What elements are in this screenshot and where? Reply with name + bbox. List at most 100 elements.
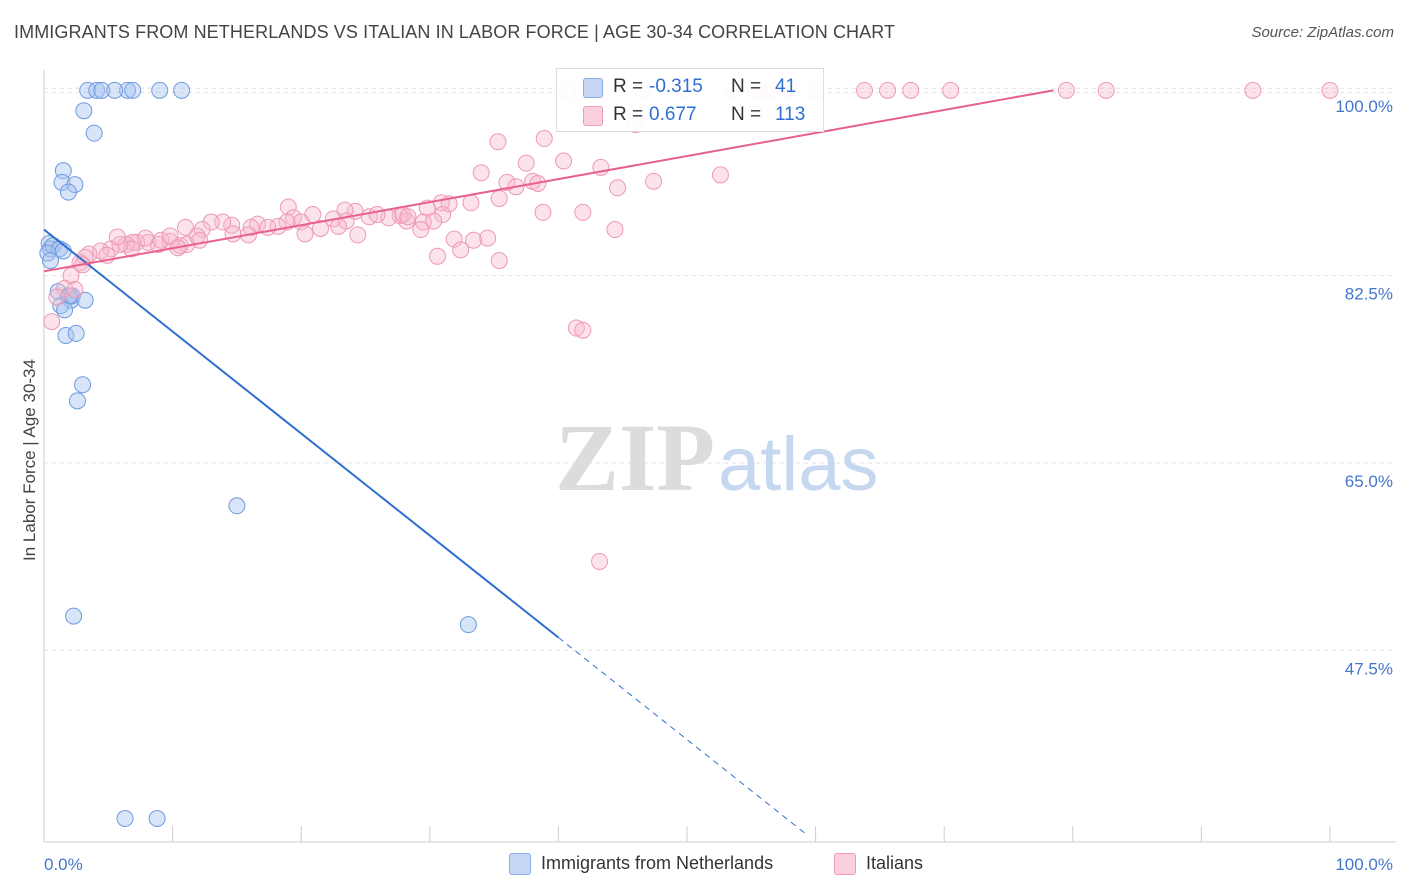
point-netherlands bbox=[75, 102, 93, 120]
point-netherlands bbox=[151, 81, 169, 99]
point-italians bbox=[645, 172, 663, 190]
legend-n-value: 113 bbox=[775, 104, 806, 125]
legend-swatch-netherlands bbox=[509, 853, 531, 875]
point-italians bbox=[498, 173, 516, 191]
point-italians bbox=[452, 241, 470, 259]
legend-label-netherlands: Immigrants from Netherlands bbox=[541, 853, 774, 873]
y-tick-label: 82.5% bbox=[1345, 285, 1393, 304]
y-tick-label: 65.0% bbox=[1345, 472, 1393, 491]
point-italians bbox=[1097, 81, 1115, 99]
point-netherlands bbox=[41, 252, 59, 270]
point-italians bbox=[108, 228, 126, 246]
legend-r-value: 0.677 bbox=[649, 104, 697, 125]
point-italians bbox=[176, 218, 194, 236]
x-tick-label: 0.0% bbox=[44, 855, 83, 874]
point-italians bbox=[412, 221, 430, 239]
legend-n-value: 41 bbox=[775, 76, 797, 97]
point-italians bbox=[445, 230, 463, 248]
watermark-zip: ZIP bbox=[555, 404, 715, 511]
point-italians bbox=[1244, 81, 1262, 99]
point-netherlands bbox=[93, 81, 111, 99]
watermark: ZIP atlas bbox=[555, 404, 879, 511]
point-italians bbox=[43, 313, 61, 331]
point-italians bbox=[567, 319, 585, 337]
point-italians bbox=[711, 166, 729, 184]
point-italians bbox=[368, 206, 386, 224]
point-netherlands bbox=[67, 324, 85, 342]
point-italians bbox=[465, 231, 483, 249]
point-netherlands bbox=[106, 81, 124, 99]
point-italians bbox=[1057, 81, 1075, 99]
point-italians bbox=[479, 229, 497, 247]
point-netherlands bbox=[124, 81, 142, 99]
point-netherlands bbox=[57, 327, 75, 345]
point-italians bbox=[48, 288, 66, 306]
x-tick-label: 100.0% bbox=[1335, 855, 1393, 874]
point-italians bbox=[425, 212, 443, 230]
y-tick-label: 47.5% bbox=[1345, 659, 1393, 678]
point-italians bbox=[279, 198, 297, 216]
point-italians bbox=[902, 81, 920, 99]
point-netherlands bbox=[74, 376, 92, 394]
watermark-atlas: atlas bbox=[718, 422, 879, 507]
point-netherlands bbox=[173, 81, 191, 99]
point-italians bbox=[879, 81, 897, 99]
axes bbox=[43, 70, 1396, 843]
point-italians bbox=[942, 81, 960, 99]
point-italians bbox=[535, 130, 553, 148]
point-netherlands bbox=[116, 809, 134, 827]
correlation-legend: R = -0.315 N = 41 R = 0.677 N = 113 bbox=[556, 68, 824, 132]
point-italians bbox=[574, 321, 592, 339]
point-italians bbox=[329, 217, 347, 235]
point-italians bbox=[214, 213, 232, 231]
point-netherlands bbox=[65, 607, 83, 625]
point-netherlands bbox=[79, 81, 97, 99]
point-italians bbox=[606, 221, 624, 239]
trend-line-netherlands bbox=[43, 228, 560, 639]
legend-r-label: R = bbox=[613, 76, 644, 97]
legend-swatch-italians bbox=[583, 106, 603, 126]
point-italians bbox=[296, 225, 314, 243]
point-netherlands bbox=[119, 81, 137, 99]
point-netherlands bbox=[59, 183, 77, 201]
point-netherlands bbox=[53, 173, 71, 191]
point-italians bbox=[534, 203, 552, 221]
chart-title: IMMIGRANTS FROM NETHERLANDS VS ITALIAN I… bbox=[14, 22, 896, 42]
point-netherlands bbox=[76, 291, 94, 309]
point-italians bbox=[490, 252, 508, 270]
point-italians bbox=[855, 81, 873, 99]
point-italians bbox=[311, 219, 329, 237]
point-netherlands bbox=[228, 497, 246, 515]
legend-swatch-netherlands bbox=[583, 78, 603, 98]
point-italians bbox=[434, 206, 452, 224]
legend-swatch-italians bbox=[834, 853, 856, 875]
point-italians bbox=[609, 179, 627, 197]
legend-n-label: N = bbox=[731, 104, 762, 125]
legend-label-italians: Italians bbox=[866, 853, 924, 873]
point-italians bbox=[223, 216, 241, 234]
point-italians bbox=[517, 154, 535, 172]
point-italians bbox=[591, 552, 609, 570]
trend-line-netherlands-extension bbox=[558, 637, 809, 836]
point-italians bbox=[152, 231, 170, 249]
tick-labels: 100.0% 82.5% 65.0% 47.5% 0.0% 100.0% bbox=[44, 97, 1393, 874]
point-italians bbox=[1321, 81, 1339, 99]
point-italians bbox=[124, 233, 142, 251]
point-netherlands bbox=[148, 809, 166, 827]
y-tick-label: 100.0% bbox=[1335, 97, 1393, 116]
legend-r-value: -0.315 bbox=[649, 76, 703, 97]
trend-line-italians bbox=[43, 89, 1054, 273]
point-italians bbox=[137, 229, 155, 247]
point-netherlands bbox=[56, 301, 74, 319]
point-italians bbox=[429, 247, 447, 265]
point-netherlands bbox=[85, 124, 103, 142]
legend-r-label: R = bbox=[613, 104, 644, 125]
point-italians bbox=[191, 231, 209, 249]
point-italians bbox=[399, 208, 417, 226]
point-italians bbox=[462, 194, 480, 212]
point-netherlands bbox=[68, 392, 86, 410]
point-italians bbox=[574, 203, 592, 221]
point-italians bbox=[490, 189, 508, 207]
point-italians bbox=[161, 227, 179, 245]
